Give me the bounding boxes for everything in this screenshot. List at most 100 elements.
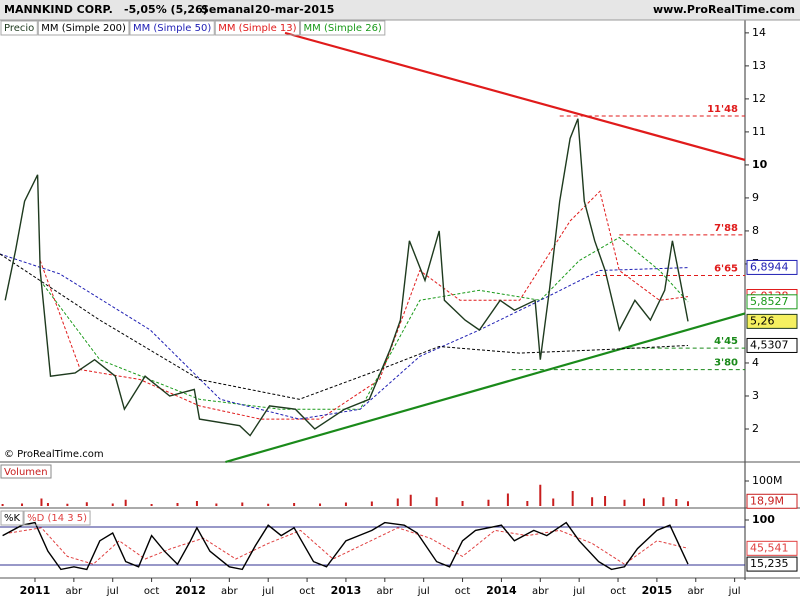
volume-bar <box>506 493 509 506</box>
volume-bar <box>319 503 322 506</box>
x-tick-label: 2014 <box>486 584 517 597</box>
legend-entry: Precio <box>4 23 34 34</box>
volume-bar <box>344 502 347 506</box>
volume-bar <box>46 503 49 506</box>
x-tick-label: abr <box>532 586 549 597</box>
y-tick-label: 10 <box>752 158 768 171</box>
y-tick-label: 100M <box>752 474 783 487</box>
label-box <box>0 464 52 479</box>
series-line <box>39 236 689 410</box>
volume-bar <box>461 501 464 506</box>
y-tick-label: 100 <box>752 513 775 526</box>
legend-entry: %D (14 3 5) <box>27 513 87 524</box>
source: www.ProRealTime.com <box>653 3 795 16</box>
volume-bar <box>662 497 665 506</box>
legend-box <box>214 20 301 36</box>
volume-bar <box>1 504 4 506</box>
y-tick-label: 14 <box>752 26 766 39</box>
legend-box <box>23 510 91 526</box>
volume-bar <box>293 503 296 506</box>
title: MANNKIND CORP. <box>4 3 113 16</box>
volume-bar <box>111 503 114 506</box>
volume-bar <box>176 503 179 506</box>
last-value-label: 18,9M <box>750 494 784 507</box>
volume-bar <box>526 501 529 506</box>
trendline <box>284 31 746 162</box>
x-tick-label: abr <box>377 586 394 597</box>
volume-bar <box>623 499 626 506</box>
level-label: 11'48 <box>707 104 738 115</box>
change: -5,05% (5,26) <box>124 3 208 16</box>
last-value-box <box>746 294 798 310</box>
volume-bar <box>571 491 574 506</box>
volume-bar <box>409 494 412 506</box>
volume-bar <box>396 498 399 506</box>
x-tick-label: jul <box>728 586 741 597</box>
period: Semanal <box>201 3 254 16</box>
x-tick-label: jul <box>106 586 119 597</box>
x-tick-label: 2015 <box>642 584 673 597</box>
x-tick-label: 2013 <box>331 584 362 597</box>
y-tick-label: 4 <box>752 356 759 369</box>
last-value-box <box>746 337 798 353</box>
legend-box <box>37 20 130 36</box>
volume-bar <box>686 501 689 506</box>
legend-box <box>129 20 215 36</box>
y-tick-label: 2 <box>752 422 759 435</box>
volume-bar <box>21 503 24 506</box>
level-label: 3'80 <box>714 358 738 369</box>
volume-bar <box>591 497 594 506</box>
last-value-box <box>746 259 798 275</box>
volume-bar <box>267 503 270 506</box>
series-line <box>39 190 689 420</box>
x-tick-label: 2012 <box>175 584 206 597</box>
legend-entry: MM (Simple 200) <box>41 23 126 34</box>
level-label: 4'45 <box>714 336 738 347</box>
volume-title: Volumen <box>4 467 48 478</box>
y-tick-label: 13 <box>752 59 766 72</box>
volume-bar <box>642 498 645 506</box>
x-tick-label: abr <box>66 586 83 597</box>
y-tick-label: 3 <box>752 389 759 402</box>
volume-bar <box>150 504 153 506</box>
legend-entry: MM (Simple 50) <box>133 23 211 34</box>
y-tick-label: 11 <box>752 125 766 138</box>
last-value-label: 6,8944 <box>750 260 789 273</box>
last-value-label: 4,5307 <box>750 338 789 351</box>
last-value-label: 45,541 <box>750 541 789 554</box>
volume-bar <box>40 498 43 506</box>
y-tick-label: 9 <box>752 191 759 204</box>
header-bar <box>0 0 800 20</box>
x-tick-label: oct <box>610 586 626 597</box>
x-tick-label: oct <box>144 586 160 597</box>
volume-bar <box>370 501 373 506</box>
volume-bar <box>124 499 127 506</box>
x-tick-label: jul <box>572 586 585 597</box>
volume-bar <box>604 496 607 506</box>
last-value-label: 5,8527 <box>750 295 789 308</box>
y-tick-label: 12 <box>752 92 766 105</box>
series-line <box>0 253 689 400</box>
volume-bar <box>215 503 218 506</box>
volume-bar <box>241 502 244 506</box>
legend-entry: MM (Simple 13) <box>218 23 296 34</box>
volume-bar <box>435 497 438 506</box>
y-tick-label: 8 <box>752 224 759 237</box>
volume-bar <box>195 501 198 506</box>
copyright: © ProRealTime.com <box>4 449 104 460</box>
last-value-box <box>746 556 798 572</box>
legend-box <box>0 510 24 526</box>
volume-bar <box>675 499 678 506</box>
x-tick-label: oct <box>455 586 471 597</box>
legend-box <box>300 20 386 36</box>
volume-bar <box>85 502 88 506</box>
x-tick-label: jul <box>417 586 430 597</box>
last-value-box <box>746 313 798 329</box>
x-tick-label: jul <box>261 586 274 597</box>
date: 20-mar-2015 <box>255 3 334 16</box>
trendline <box>225 312 746 464</box>
last-value-label: 5,26 <box>750 314 775 327</box>
level-label: 6'65 <box>714 263 738 274</box>
volume-bar <box>552 498 555 506</box>
